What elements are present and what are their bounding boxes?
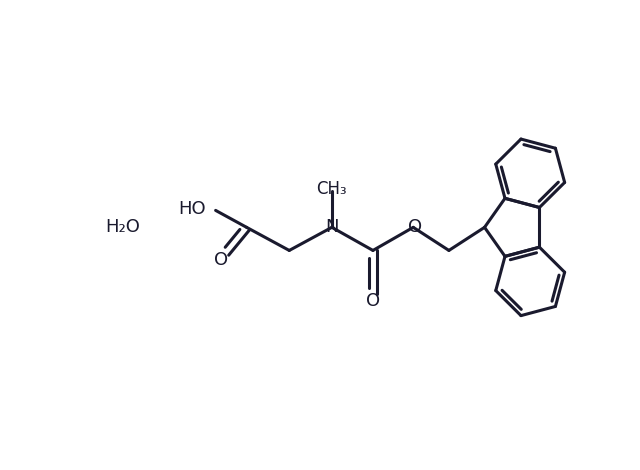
Text: H₂O: H₂O [105, 219, 140, 236]
Text: O: O [408, 219, 422, 236]
Text: O: O [366, 292, 380, 310]
Text: N: N [325, 219, 339, 236]
Text: HO: HO [178, 200, 205, 218]
Text: CH₃: CH₃ [317, 180, 347, 197]
Text: O: O [214, 251, 228, 269]
